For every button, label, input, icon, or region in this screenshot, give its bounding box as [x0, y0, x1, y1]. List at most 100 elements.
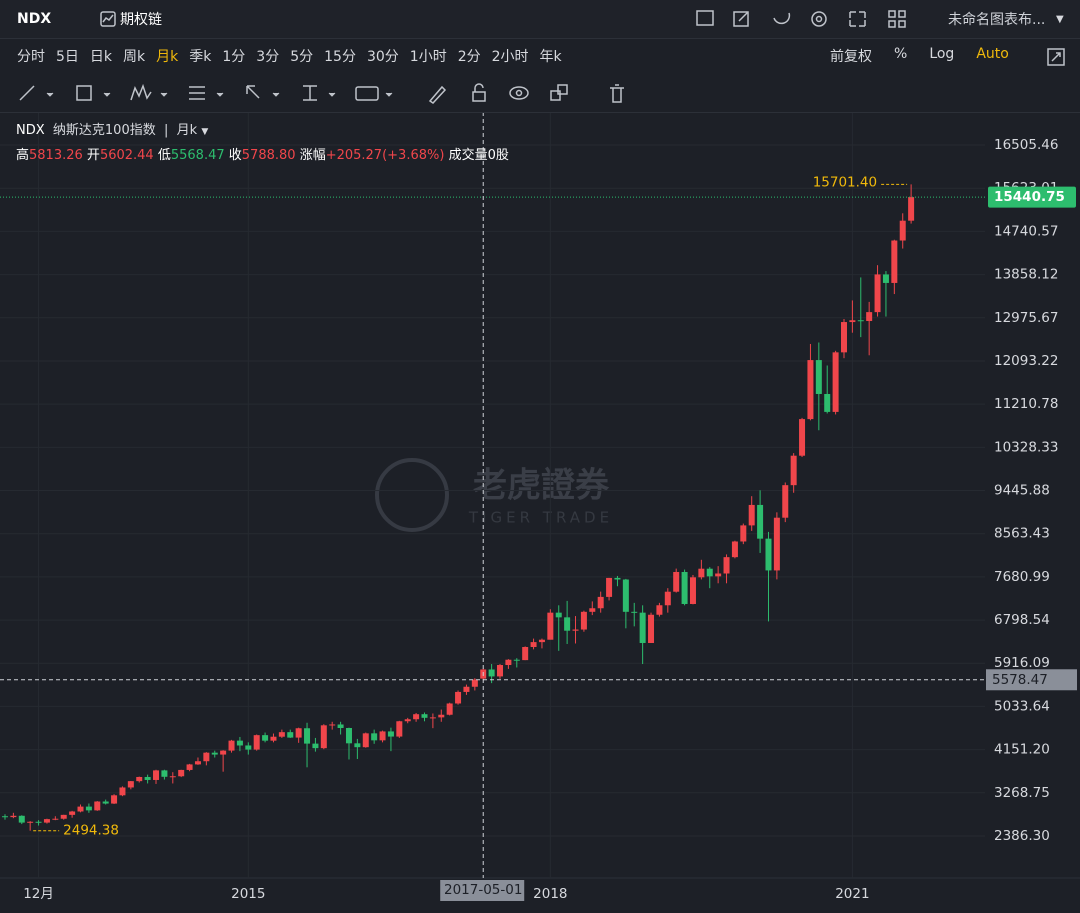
y-tick-label: 2386.30	[994, 828, 1050, 844]
period-option[interactable]: 1分	[222, 49, 246, 65]
period-bar: 分时 5日 日k 周k 月k 季k 1分 3分 5分 15分 30分 1小时 2分 2小时 年k 前复权% L…	[0, 38, 1080, 74]
candle-body	[320, 725, 327, 749]
period-option[interactable]: 3分	[256, 49, 280, 65]
candle-body	[60, 814, 67, 819]
watermark: 老虎證券	[473, 466, 610, 506]
option-chain[interactable]: 期权链	[120, 12, 162, 28]
fullscreen-icon[interactable]	[1047, 48, 1065, 66]
y-tick-label: 4151.20	[994, 742, 1050, 758]
chart-control[interactable]: Log	[929, 46, 955, 62]
candle-body	[178, 769, 185, 777]
candle-body	[463, 686, 470, 692]
candle-body	[748, 504, 755, 526]
chart-control[interactable]: Auto	[976, 46, 1009, 62]
y-tick-label: 5916.09	[994, 655, 1050, 671]
y-tick-label: 3268.75	[994, 785, 1050, 801]
candle-body	[446, 703, 453, 715]
legend-value: (+3.68%)	[382, 148, 445, 163]
crosshair-x-box	[440, 880, 525, 901]
legend-label: 成交量	[448, 148, 488, 163]
candle-body	[664, 591, 671, 606]
candle-body	[832, 352, 839, 412]
x-tick-label: 12月	[23, 886, 54, 902]
legend-value: 5813.26	[29, 148, 83, 163]
candle-body	[799, 419, 806, 456]
period-option[interactable]: 周k	[123, 49, 146, 65]
candle-body	[497, 665, 504, 677]
crosshair-y-box	[986, 669, 1077, 691]
candle-body	[312, 743, 319, 749]
legend-period[interactable]: 月k	[176, 123, 198, 138]
candle-body	[656, 605, 663, 615]
legend-value: 0股	[487, 148, 509, 163]
candle-body	[77, 806, 84, 812]
period-option[interactable]: 2小时	[491, 49, 529, 65]
x-tick-label: 2021	[835, 886, 869, 902]
period-option[interactable]: 30分	[366, 49, 399, 65]
candle-body	[35, 821, 42, 823]
legend-label: 高	[16, 148, 30, 163]
period-option[interactable]: 15分	[324, 49, 356, 65]
period-option[interactable]: 日k	[89, 49, 113, 65]
candle-body	[169, 776, 176, 778]
period-option[interactable]: 月k	[156, 49, 179, 65]
candle-body	[429, 717, 436, 719]
candle-body	[161, 770, 168, 777]
chart-control[interactable]: 前复权	[830, 49, 872, 65]
period-option[interactable]: 季k	[189, 49, 212, 65]
period-option[interactable]: 2分	[457, 49, 481, 65]
candle-body	[379, 731, 386, 741]
candle-body	[203, 752, 210, 762]
candle-body	[882, 274, 889, 283]
chart-control[interactable]: %	[894, 46, 908, 62]
candle-body	[731, 541, 738, 558]
candle-body	[127, 781, 134, 788]
candle-body	[1, 816, 8, 818]
candle-body	[413, 714, 420, 720]
candle-body	[471, 679, 478, 687]
y-tick-label: 8563.43	[994, 526, 1050, 542]
y-tick-label: 12093.22	[994, 353, 1058, 369]
period-option[interactable]: 年k	[539, 49, 562, 65]
candle-body	[287, 732, 294, 738]
dropdown-caret[interactable]: ▼	[1056, 13, 1064, 25]
candle-body	[572, 629, 579, 631]
symbol[interactable]: NDX	[17, 11, 52, 27]
candle-body	[245, 745, 252, 750]
period-option[interactable]: 1小时	[409, 49, 447, 65]
candle-body	[505, 659, 512, 666]
candle-body	[69, 811, 76, 815]
candle-body	[455, 691, 462, 704]
candle-body	[824, 393, 831, 412]
x-tick-label: 2015	[231, 886, 265, 902]
candle-body	[908, 197, 915, 221]
last-price-box	[988, 186, 1076, 208]
candle-body	[438, 714, 445, 718]
legend-label: 低	[157, 148, 171, 163]
candle-body	[840, 322, 847, 353]
period-option[interactable]: 5分	[290, 49, 314, 65]
candle-body	[589, 608, 596, 612]
candle-body	[891, 240, 898, 283]
layout-name[interactable]: 未命名图表布...	[948, 12, 1046, 28]
y-tick-label: 11210.78	[994, 396, 1058, 412]
candle-body	[782, 485, 789, 518]
candle-body	[513, 659, 520, 661]
candle-body	[723, 557, 730, 574]
last-price-label: 15440.75	[994, 189, 1065, 205]
candle-body	[102, 801, 109, 804]
candle-body	[119, 787, 126, 796]
legend-label: 收	[228, 148, 242, 163]
period-option[interactable]: 5日	[56, 49, 79, 65]
candle-body	[874, 274, 881, 313]
candle-body	[421, 714, 428, 718]
candle-body	[639, 612, 646, 643]
legend-value: 5568.47	[170, 148, 225, 163]
tool-icons	[19, 83, 624, 104]
candle-body	[740, 525, 747, 542]
y-tick-label: 9445.88	[994, 483, 1050, 499]
period-option[interactable]: 分时	[17, 49, 45, 65]
candle-body	[337, 724, 344, 729]
y-tick-label: 5033.64	[994, 698, 1050, 714]
